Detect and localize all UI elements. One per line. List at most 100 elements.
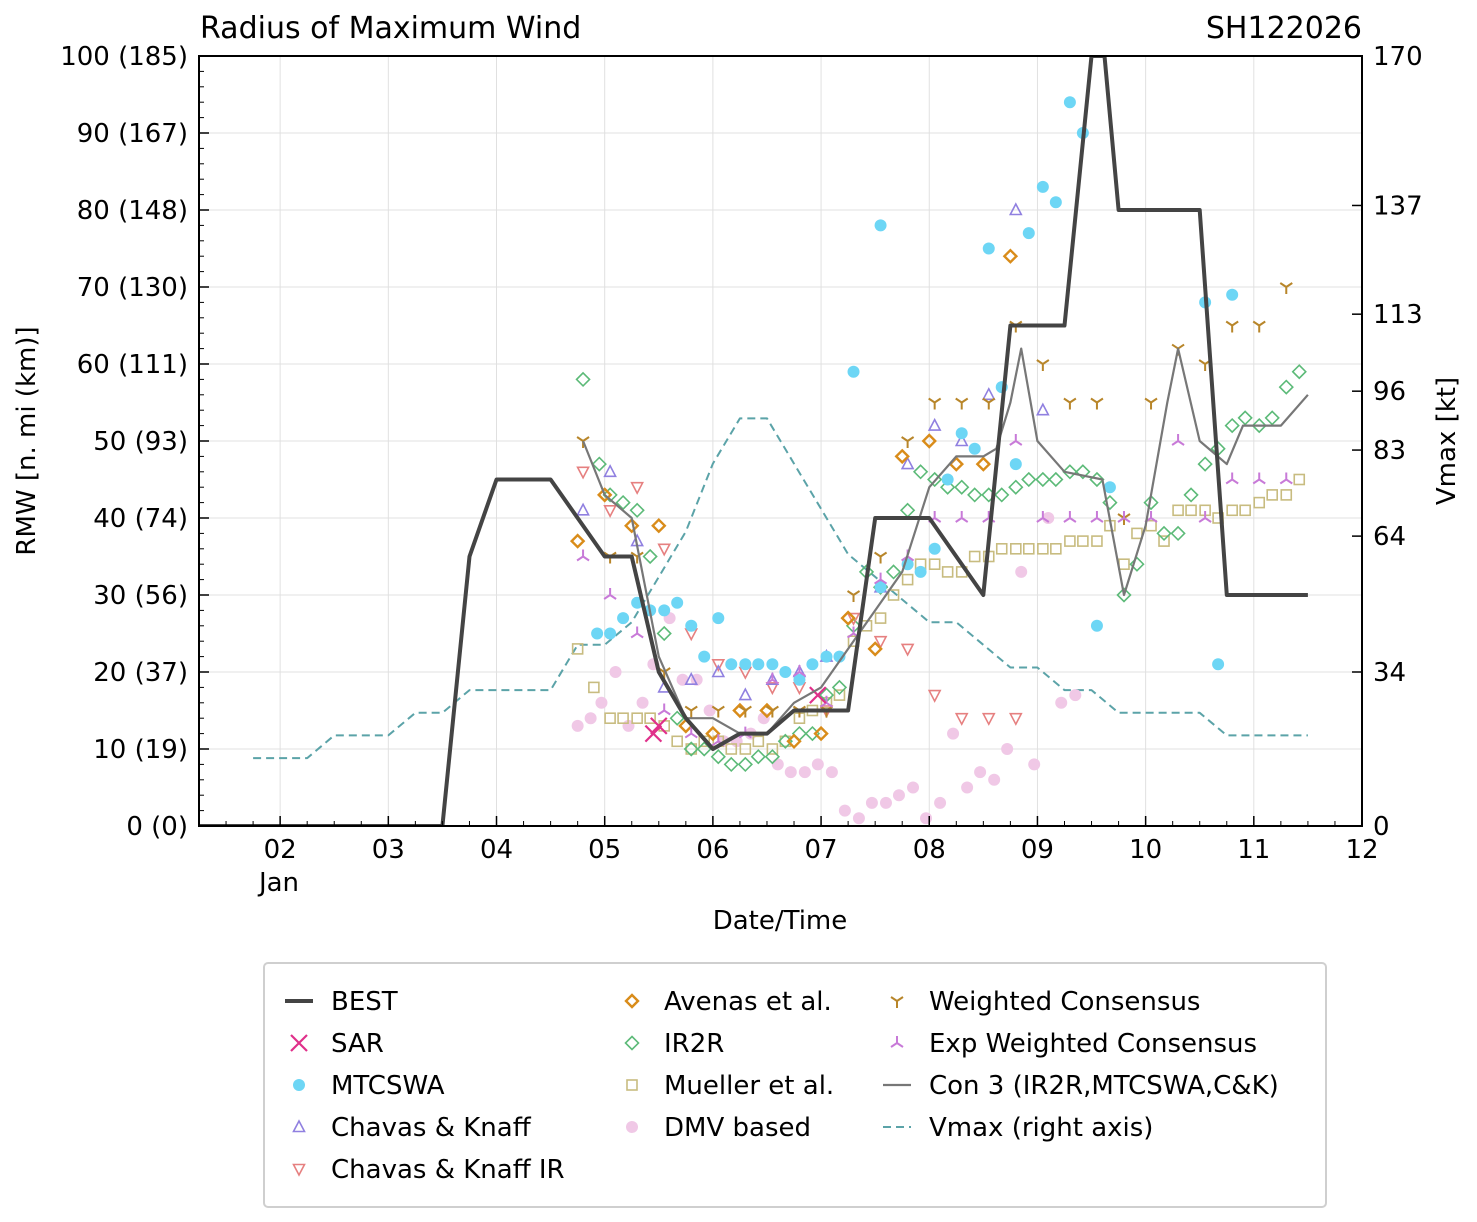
- ir2r-point: [1237, 410, 1253, 426]
- mueller-point: [1239, 504, 1251, 517]
- ir2r-point: [591, 456, 607, 472]
- x-tick-label: 04: [480, 835, 513, 865]
- mueller-point: [1064, 535, 1076, 547]
- mtcswa-point: [806, 658, 819, 671]
- legend-label-mueller: Mueller et al.: [664, 1071, 834, 1101]
- dmv-point: [892, 789, 905, 802]
- legend-swatch-expwcons: [890, 1036, 904, 1048]
- ir2r-point: [710, 749, 726, 765]
- dmv-point: [974, 766, 987, 779]
- expwcons-point: [603, 588, 617, 600]
- dmv-point: [1015, 565, 1028, 578]
- ir2r-point: [750, 749, 766, 765]
- dmv-point: [947, 727, 960, 740]
- ck-point: [603, 464, 617, 478]
- mtcswa-point: [779, 666, 792, 678]
- ir2r-point: [899, 502, 916, 518]
- mueller-series: [571, 473, 1306, 755]
- expwcons-point: [1171, 434, 1185, 446]
- legend-label-best: BEST: [331, 987, 398, 1017]
- mtcswa-point: [1036, 180, 1049, 193]
- wcons-point: [711, 705, 725, 718]
- ir2r-point: [629, 502, 645, 518]
- legend-swatch-ck: [292, 1119, 306, 1133]
- avenas-point: [786, 733, 802, 749]
- ir2r-point: [1075, 464, 1091, 480]
- wcons-point: [1225, 320, 1239, 333]
- x-tick-label: 07: [805, 835, 838, 865]
- dmv-point: [920, 812, 933, 825]
- mtcswa-point: [941, 473, 954, 486]
- x-axis-label: Date/Time: [713, 906, 848, 936]
- mtcswa-point: [955, 427, 968, 440]
- y-axis-label: RMW [n. mi (km)]: [12, 326, 42, 555]
- x-tick-label: 06: [696, 835, 729, 865]
- mueller-point: [928, 558, 941, 571]
- dmv-point: [571, 719, 584, 732]
- legend-frame: [263, 962, 1327, 1208]
- wcons-point: [1279, 282, 1293, 294]
- ir2r-point: [602, 487, 618, 503]
- ckir-point: [954, 712, 969, 726]
- wcons-point: [901, 436, 915, 448]
- dmv-point: [798, 766, 811, 779]
- mtcswa-point: [739, 658, 752, 671]
- mtcswa-point: [1090, 619, 1103, 632]
- ckir-point: [765, 682, 780, 696]
- mueller-point: [1280, 489, 1293, 501]
- y-tick-label: 20 (37): [93, 658, 188, 688]
- y-tick-label: 30 (56): [93, 581, 188, 611]
- mueller-point: [644, 712, 656, 725]
- expwcons-point: [1036, 511, 1050, 523]
- x-tick-label: 05: [588, 835, 621, 865]
- expwcons-point: [1009, 434, 1023, 446]
- dmv-point: [1028, 758, 1041, 771]
- mtcswa-point: [698, 650, 711, 663]
- ir2r-point: [967, 487, 983, 503]
- mtcswa-point: [1049, 196, 1062, 209]
- ir2r-point: [804, 725, 821, 742]
- sar-series: [644, 686, 827, 743]
- ck-point: [981, 387, 996, 401]
- ck-point: [711, 664, 726, 678]
- mueller-point: [571, 643, 584, 655]
- avenas-point: [813, 725, 829, 742]
- wcons-point: [1144, 397, 1158, 410]
- wcons-point: [874, 551, 888, 564]
- expwcons-point: [1063, 511, 1077, 523]
- dmv-point: [811, 758, 824, 771]
- legend-label-avenas: Avenas et al.: [664, 987, 832, 1017]
- mtcswa-point: [617, 612, 630, 625]
- ir2r-point: [791, 725, 808, 742]
- expwcons-point: [819, 695, 834, 708]
- mueller-point: [671, 735, 683, 748]
- expwcons-point: [1225, 472, 1239, 485]
- ir2r-point: [723, 756, 739, 773]
- avenas-point: [975, 456, 992, 472]
- mueller-point: [739, 743, 752, 755]
- best-track-line: [199, 56, 1308, 826]
- wcons-point: [765, 705, 779, 718]
- ckir-point: [981, 712, 996, 726]
- mueller-point: [941, 566, 954, 578]
- y2-tick-label: 170: [1373, 42, 1423, 72]
- ir2r-point: [994, 487, 1010, 503]
- ir2r-point: [1264, 410, 1280, 426]
- y-tick-label: 90 (167): [77, 119, 188, 149]
- mtcswa-point: [793, 673, 806, 686]
- ir2r-point: [764, 749, 781, 765]
- mtcswa-point: [820, 650, 833, 663]
- ckir-point: [603, 505, 617, 519]
- mtcswa-point: [874, 581, 887, 594]
- legend-swatch-sar: [290, 1034, 308, 1052]
- legend-label-ckir: Chavas & Knaff IR: [331, 1155, 565, 1185]
- avenas-point: [894, 448, 910, 465]
- mueller-point: [1022, 542, 1035, 555]
- expwcons-series: [576, 434, 1293, 747]
- mtcswa-point: [766, 658, 779, 671]
- avenas-series: [569, 248, 1019, 749]
- mtcswa-point: [712, 612, 725, 625]
- mtcswa-point: [685, 619, 698, 632]
- wcons-point: [1063, 397, 1077, 410]
